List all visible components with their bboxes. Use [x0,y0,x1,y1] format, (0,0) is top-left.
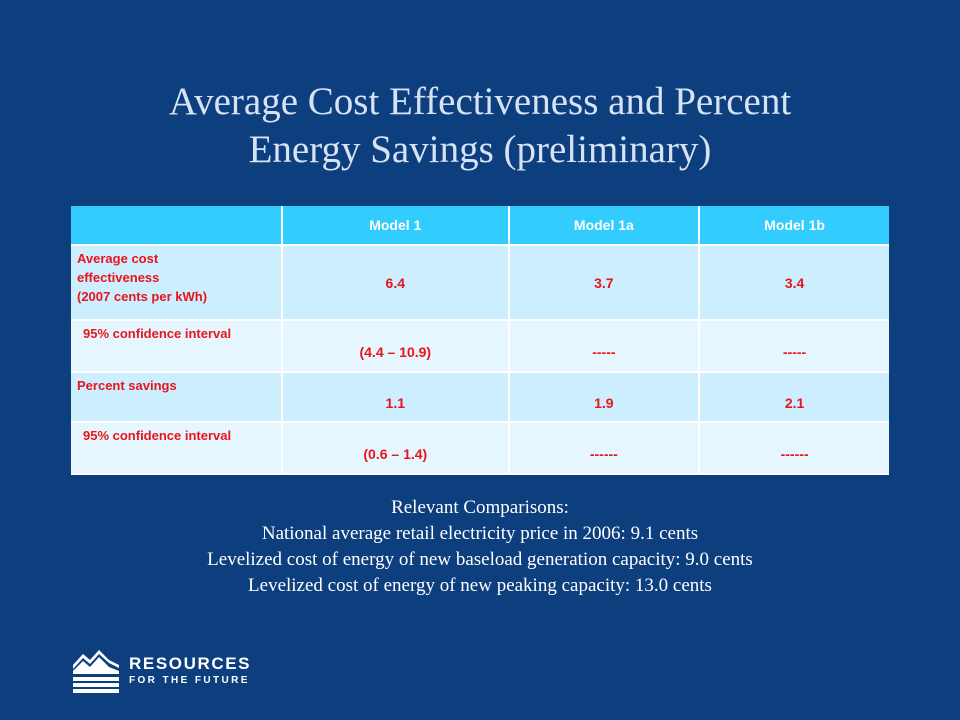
rff-logo: RESOURCES FOR THE FUTURE [71,648,271,696]
header-cell-model-1b: Model 1b [699,206,889,246]
mountain-waves-icon [73,650,119,693]
table-cell: ----- [508,320,701,373]
comparison-line: National average retail electricity pric… [261,523,699,544]
comparisons-heading: Relevant Comparisons: [391,497,569,518]
table-cell: ------ [699,422,889,475]
table-cell: 2.1 [699,372,889,423]
table-cell: 1.9 [508,372,701,423]
relevant-comparisons: Relevant Comparisons: National average r… [0,495,960,599]
table-row: 95% confidence interval (4.4 – 10.9) ---… [71,320,889,373]
row-label-confidence-interval: 95% confidence interval [71,320,283,373]
table-cell: 3.7 [508,245,701,321]
logo-line-1: RESOURCES [129,654,252,673]
logo-line-2: FOR THE FUTURE [129,675,250,686]
table-row: Average cost effectiveness (2007 cents p… [71,245,889,321]
title-line-1: Average Cost Effectiveness and Percent [168,80,792,123]
table-cell: 6.4 [282,245,510,321]
comparison-line: Levelized cost of energy of new peaking … [248,575,712,596]
results-table: Model 1 Model 1a Model 1b Average cost e… [71,206,889,475]
row-label-average-cost: Average cost effectiveness (2007 cents p… [71,245,283,321]
comparison-line: Levelized cost of energy of new baseload… [207,549,753,570]
table-cell: ----- [699,320,889,373]
logo-wordmark: RESOURCES FOR THE FUTURE [129,654,251,688]
table-header-row: Model 1 Model 1a Model 1b [71,206,889,246]
table-cell: (0.6 – 1.4) [282,422,510,475]
row-label-percent-savings: Percent savings [71,372,283,423]
row-label-confidence-interval: 95% confidence interval [71,422,283,475]
table-cell: (4.4 – 10.9) [282,320,510,373]
slide-title: Average Cost Effectiveness and Percent E… [0,78,960,174]
table-cell: 3.4 [699,245,889,321]
table-cell: 1.1 [282,372,510,423]
title-line-2: Energy Savings (preliminary) [248,128,712,171]
header-cell-blank [71,206,283,246]
header-cell-model-1: Model 1 [282,206,510,246]
header-cell-model-1a: Model 1a [508,206,701,246]
table-row: Percent savings 1.1 1.9 2.1 [71,372,889,423]
table-cell: ------ [508,422,701,475]
table-row: 95% confidence interval (0.6 – 1.4) ----… [71,422,889,475]
